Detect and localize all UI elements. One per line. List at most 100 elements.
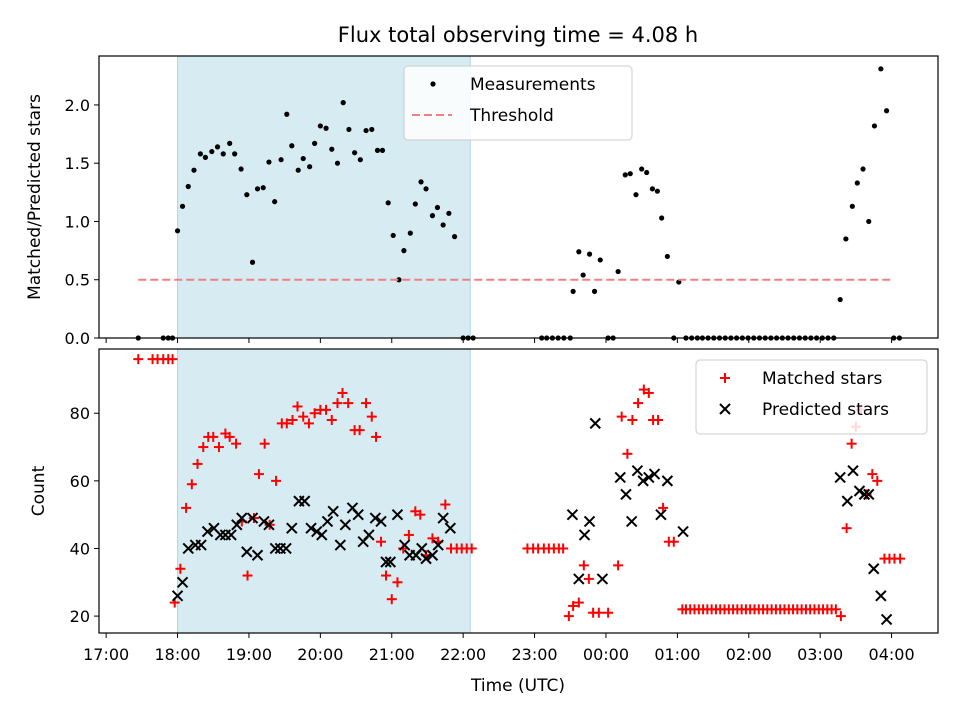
data-point	[192, 458, 203, 469]
data-point	[591, 288, 598, 294]
data-point	[440, 222, 446, 228]
data-point	[878, 66, 884, 72]
data-point	[398, 539, 411, 551]
data-point	[578, 560, 589, 571]
data-point	[386, 594, 397, 605]
data-point	[329, 146, 335, 152]
data-point	[352, 508, 364, 521]
data-point	[251, 549, 264, 561]
data-point	[171, 590, 184, 602]
data-point	[316, 529, 328, 541]
data-point	[627, 171, 633, 177]
data-point	[648, 468, 661, 480]
data-point	[576, 249, 582, 255]
data-point	[300, 155, 306, 162]
data-point	[289, 143, 295, 149]
data-point	[284, 111, 290, 117]
data-point	[231, 519, 243, 531]
legend: Measurements Threshold	[403, 65, 633, 141]
data-point	[280, 542, 292, 555]
data-point	[254, 186, 261, 192]
data-point	[466, 543, 477, 554]
data-point	[837, 296, 843, 303]
data-point	[880, 613, 893, 626]
data-point	[175, 563, 186, 574]
data-point	[434, 204, 441, 211]
data-point	[437, 512, 449, 524]
counts-panel: 20 40 60 80 17:00 18:00 19:00 20:00 21:00 22:00 23…	[29, 348, 939, 664]
data-point	[583, 573, 594, 584]
data-point	[622, 448, 633, 459]
data-point	[578, 529, 591, 541]
data-point	[384, 556, 397, 568]
data-point	[427, 533, 438, 544]
data-point	[376, 536, 387, 547]
y-axis-label: Matched/Predicted stars	[25, 94, 45, 300]
data-point	[249, 259, 256, 265]
data-point	[327, 505, 339, 517]
data-point	[444, 522, 457, 534]
data-point	[849, 203, 855, 209]
data-point	[847, 465, 859, 477]
data-point	[661, 475, 674, 487]
data-point	[841, 495, 854, 507]
data-point	[895, 553, 906, 564]
data-point	[238, 166, 244, 172]
data-point	[649, 186, 655, 192]
data-point	[176, 576, 189, 588]
data-point	[596, 573, 609, 585]
data-point	[232, 151, 238, 157]
data-point	[248, 513, 259, 524]
data-point	[272, 199, 278, 205]
y-tick-label: 2.0	[65, 96, 90, 115]
data-point	[597, 257, 603, 263]
data-point	[317, 123, 323, 129]
data-point	[307, 164, 313, 170]
data-point	[339, 519, 352, 531]
data-point	[309, 408, 320, 419]
data-point	[214, 144, 221, 150]
data-point	[305, 522, 317, 534]
data-point	[633, 398, 644, 409]
data-point	[846, 438, 857, 449]
data-point	[654, 188, 660, 194]
data-point	[224, 431, 235, 442]
data-point	[321, 404, 332, 415]
data-point	[202, 154, 208, 160]
data-point	[426, 549, 439, 561]
legend-box	[403, 65, 633, 141]
data-point	[271, 475, 282, 486]
data-point	[258, 515, 270, 528]
data-point	[412, 201, 418, 207]
data-point	[668, 536, 679, 547]
data-point	[677, 525, 689, 538]
data-point	[242, 570, 253, 581]
data-point	[179, 203, 186, 209]
data-point	[334, 160, 341, 166]
legend-label: Matched stars	[762, 369, 882, 389]
data-point	[566, 508, 579, 521]
chart-title: Flux total observing time = 4.08 h	[338, 23, 698, 47]
data-point	[253, 469, 264, 480]
data-point	[321, 515, 334, 528]
x-tick-label: 23:00	[512, 645, 558, 664]
data-point	[191, 167, 197, 173]
data-point	[231, 438, 242, 449]
data-point	[841, 523, 852, 534]
data-point	[883, 108, 890, 114]
x-tick-label: 18:00	[154, 645, 200, 664]
data-point	[866, 218, 872, 225]
data-point	[644, 169, 650, 176]
data-point	[379, 147, 386, 153]
legend-box	[695, 359, 928, 435]
data-point	[369, 512, 382, 524]
data-point	[363, 127, 369, 134]
y-axis-label: Count	[29, 465, 49, 516]
data-point	[346, 126, 352, 133]
data-point	[182, 542, 194, 555]
x-tick-label: 01:00	[654, 645, 700, 664]
data-point	[429, 213, 436, 219]
data-point	[655, 508, 667, 521]
data-point	[326, 415, 337, 425]
